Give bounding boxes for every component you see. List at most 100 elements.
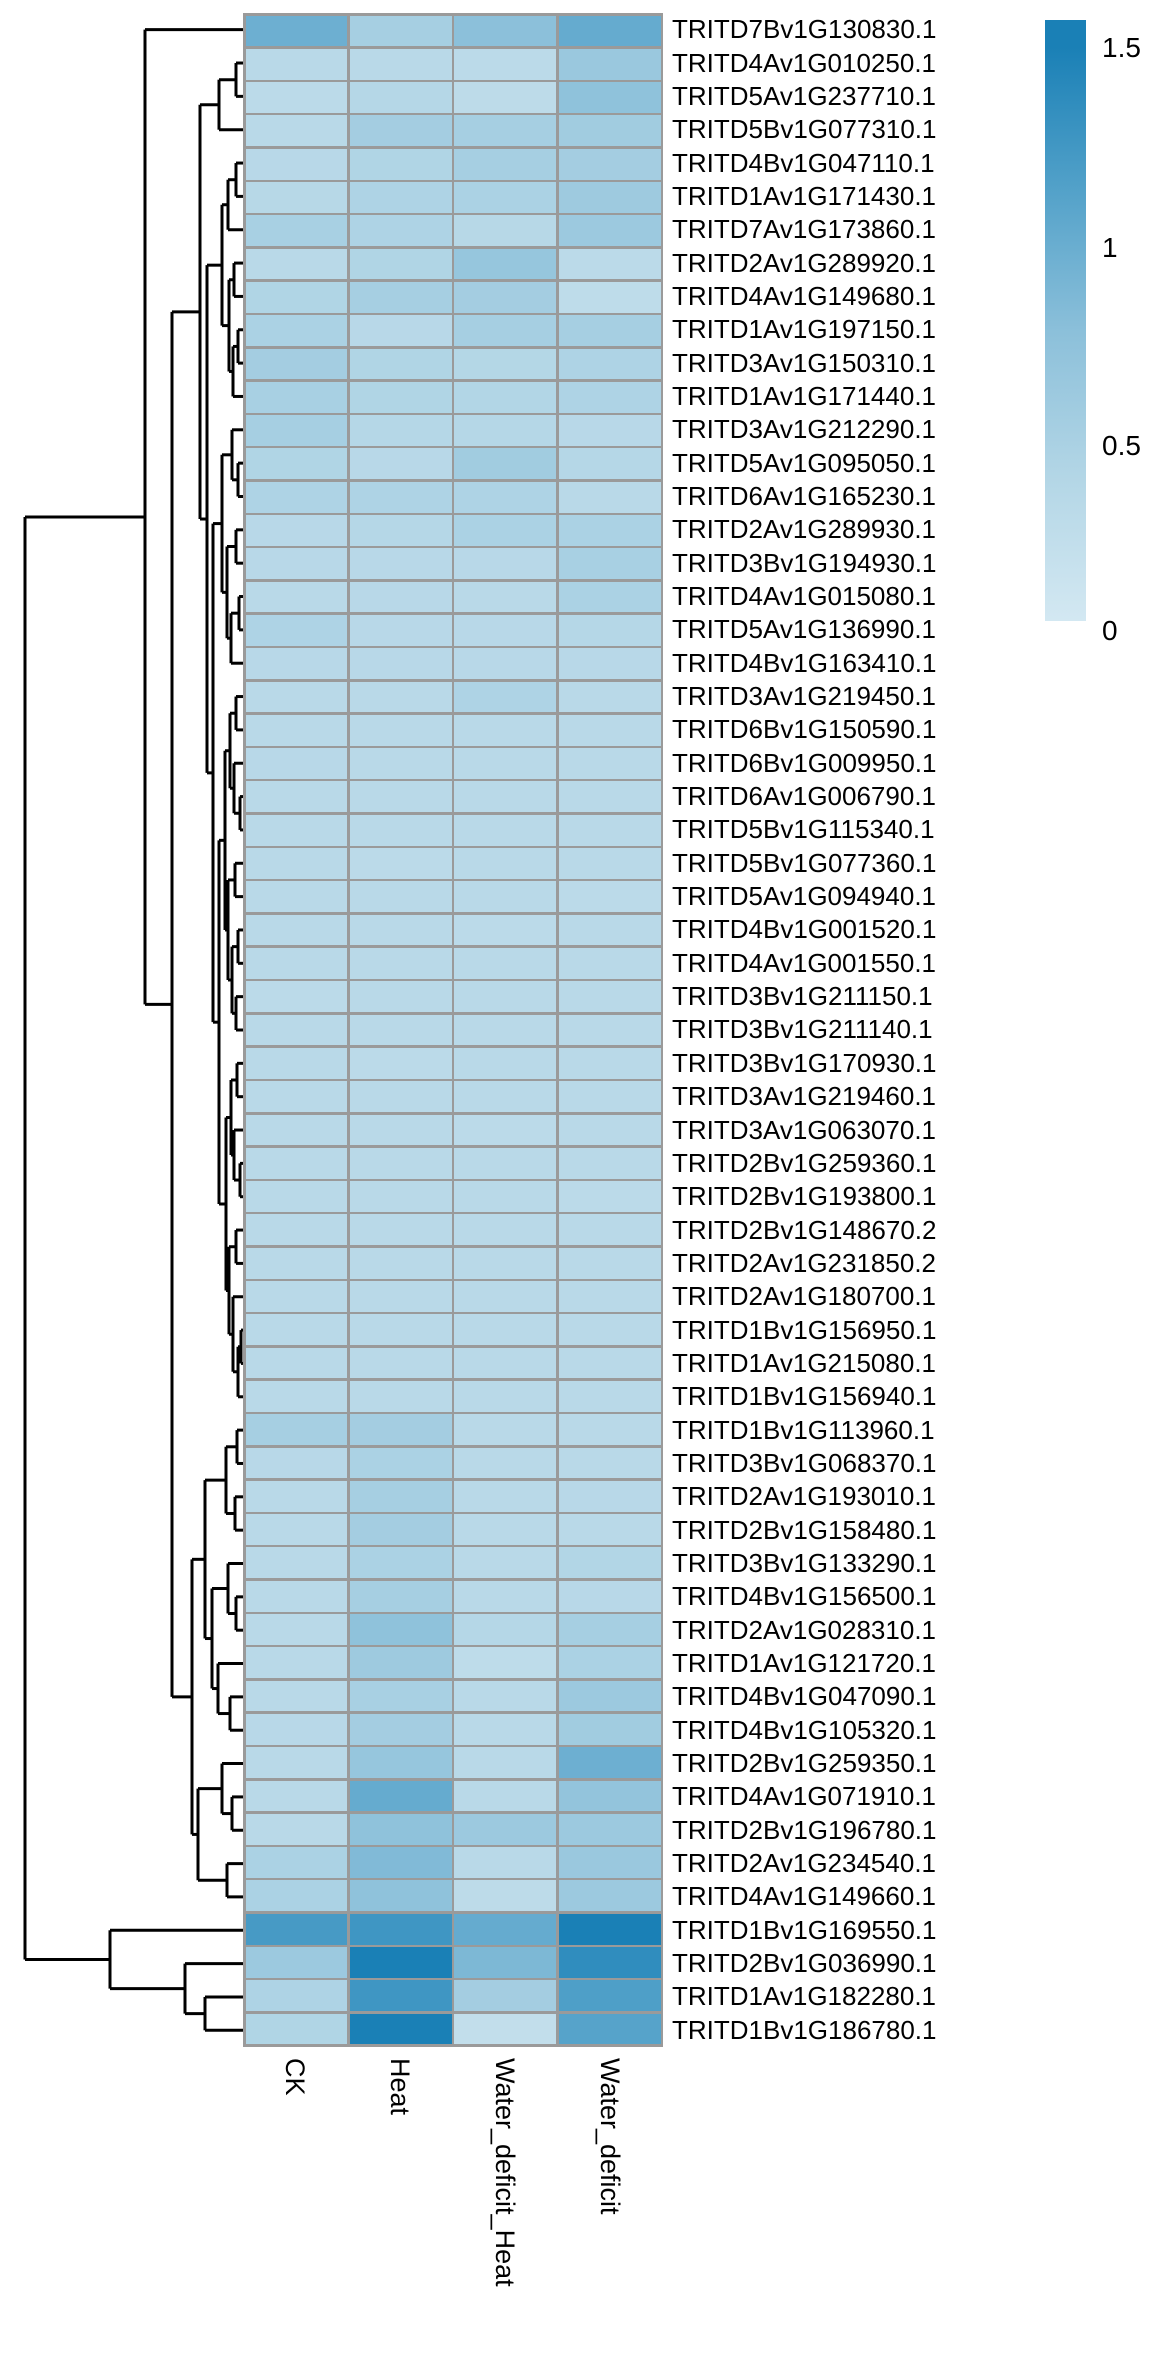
heatmap-cell: [245, 581, 348, 613]
heatmap-cell: [349, 1347, 452, 1379]
colorbar-tick-label: 1.5: [1102, 32, 1141, 63]
heatmap-cell: [454, 581, 557, 613]
row-label: TRITD5Av1G136990.1: [672, 614, 936, 645]
heatmap-cell: [245, 714, 348, 746]
heatmap-cell: [245, 448, 348, 480]
heatmap-cell: [454, 281, 557, 313]
row-label: TRITD3Bv1G211140.1: [672, 1014, 933, 1045]
heatmap-cell: [349, 1447, 452, 1479]
heatmap-cell: [454, 881, 557, 913]
row-label: TRITD2Bv1G196780.1: [672, 1814, 937, 1845]
heatmap-cell: [454, 1214, 557, 1246]
heatmap-cell: [349, 748, 452, 779]
heatmap-cell: [558, 748, 661, 779]
heatmap-cell: [558, 1014, 661, 1046]
heatmap-cell: [349, 1480, 452, 1512]
row-label: TRITD7Bv1G130830.1: [672, 14, 937, 45]
column-label: Heat: [384, 2058, 415, 2116]
heatmap-cell: [349, 581, 452, 613]
heatmap-cell: [349, 281, 452, 313]
heatmap-cell: [245, 415, 348, 446]
heatmap-cell: [558, 648, 661, 680]
heatmap-cell: [454, 1480, 557, 1512]
heatmap-cell: [245, 1813, 348, 1845]
heatmap-cell: [454, 215, 557, 247]
row-dendrogram: [23, 28, 245, 2032]
heatmap-cell: [454, 1614, 557, 1645]
heatmap-grid: [243, 13, 663, 2047]
heatmap-cell: [454, 481, 557, 513]
heatmap-cell: [558, 215, 661, 247]
row-label: TRITD3Bv1G170930.1: [672, 1047, 937, 1078]
heatmap-cell: [349, 182, 452, 213]
heatmap-cell: [245, 115, 348, 147]
heatmap-cell: [558, 1447, 661, 1479]
heatmap-cell: [349, 548, 452, 580]
heatmap-cell: [245, 1181, 348, 1212]
row-label: TRITD1Bv1G113960.1: [672, 1414, 935, 1445]
heatmap-cell: [349, 1747, 452, 1779]
heatmap-cell: [558, 1147, 661, 1179]
row-label: TRITD3Bv1G194930.1: [672, 547, 937, 578]
heatmap-cell: [558, 581, 661, 613]
row-label: TRITD1Av1G121720.1: [672, 1648, 936, 1679]
row-label: TRITD7Av1G173860.1: [672, 214, 936, 245]
row-label: TRITD2Bv1G193800.1: [672, 1181, 937, 1212]
row-label: TRITD2Av1G231850.2: [672, 1247, 936, 1278]
row-label: TRITD1Bv1G169550.1: [672, 1914, 937, 1945]
heatmap-cell: [558, 182, 661, 213]
heatmap-cell: [245, 981, 348, 1013]
heatmap-cell: [558, 148, 661, 180]
heatmap-cell: [558, 1514, 661, 1545]
heatmap-cell: [558, 1181, 661, 1212]
heatmap-cell: [349, 1114, 452, 1146]
heatmap-cell: [349, 448, 452, 480]
row-label: TRITD1Av1G182280.1: [672, 1981, 936, 2012]
heatmap-cell: [349, 348, 452, 380]
heatmap-cell: [349, 315, 452, 347]
heatmap-cell: [454, 1114, 557, 1146]
heatmap-cell: [558, 348, 661, 380]
heatmap-cell: [349, 48, 452, 80]
heatmap-cell: [454, 1813, 557, 1845]
heatmap-cell: [454, 548, 557, 580]
heatmap-cell: [245, 1014, 348, 1046]
heatmap-cell: [245, 1447, 348, 1479]
heatmap-cell: [349, 1680, 452, 1712]
heatmap-cell: [558, 548, 661, 580]
column-label: CK: [279, 2058, 310, 2096]
heatmap-cell: [349, 381, 452, 413]
heatmap-cell: [558, 781, 661, 813]
heatmap-cell: [349, 914, 452, 946]
heatmap-cell: [558, 1114, 661, 1146]
heatmap-cell: [349, 1281, 452, 1312]
row-label: TRITD3Bv1G211150.1: [672, 981, 933, 1012]
row-label: TRITD4Bv1G047090.1: [672, 1681, 937, 1712]
heatmap-cell: [245, 1780, 348, 1812]
heatmap-cell: [454, 1147, 557, 1179]
heatmap-cell: [349, 1913, 452, 1945]
heatmap-cell: [245, 515, 348, 546]
heatmap-cell: [558, 881, 661, 913]
heatmap-cell: [245, 1114, 348, 1146]
heatmap-cell: [454, 1247, 557, 1279]
heatmap-cell: [454, 415, 557, 446]
heatmap-cell: [558, 515, 661, 546]
row-label: TRITD2Av1G193010.1: [672, 1481, 936, 1512]
heatmap-cell: [558, 1947, 661, 1978]
heatmap-cell: [558, 1780, 661, 1812]
heatmap-cell: [245, 248, 348, 280]
row-label: TRITD5Bv1G077360.1: [672, 847, 937, 878]
row-label: TRITD5Bv1G077310.1: [672, 114, 937, 145]
heatmap-cell: [245, 1514, 348, 1545]
heatmap-cell: [558, 448, 661, 480]
row-label: TRITD2Bv1G148670.2: [672, 1214, 937, 1245]
heatmap-cell: [558, 381, 661, 413]
heatmap-cell: [245, 1713, 348, 1745]
heatmap-cell: [349, 781, 452, 813]
heatmap-cell: [558, 614, 661, 646]
heatmap-cell: [349, 1547, 452, 1579]
heatmap-cell: [558, 1380, 661, 1412]
heatmap-cell: [245, 748, 348, 779]
heatmap-cell: [245, 1614, 348, 1645]
